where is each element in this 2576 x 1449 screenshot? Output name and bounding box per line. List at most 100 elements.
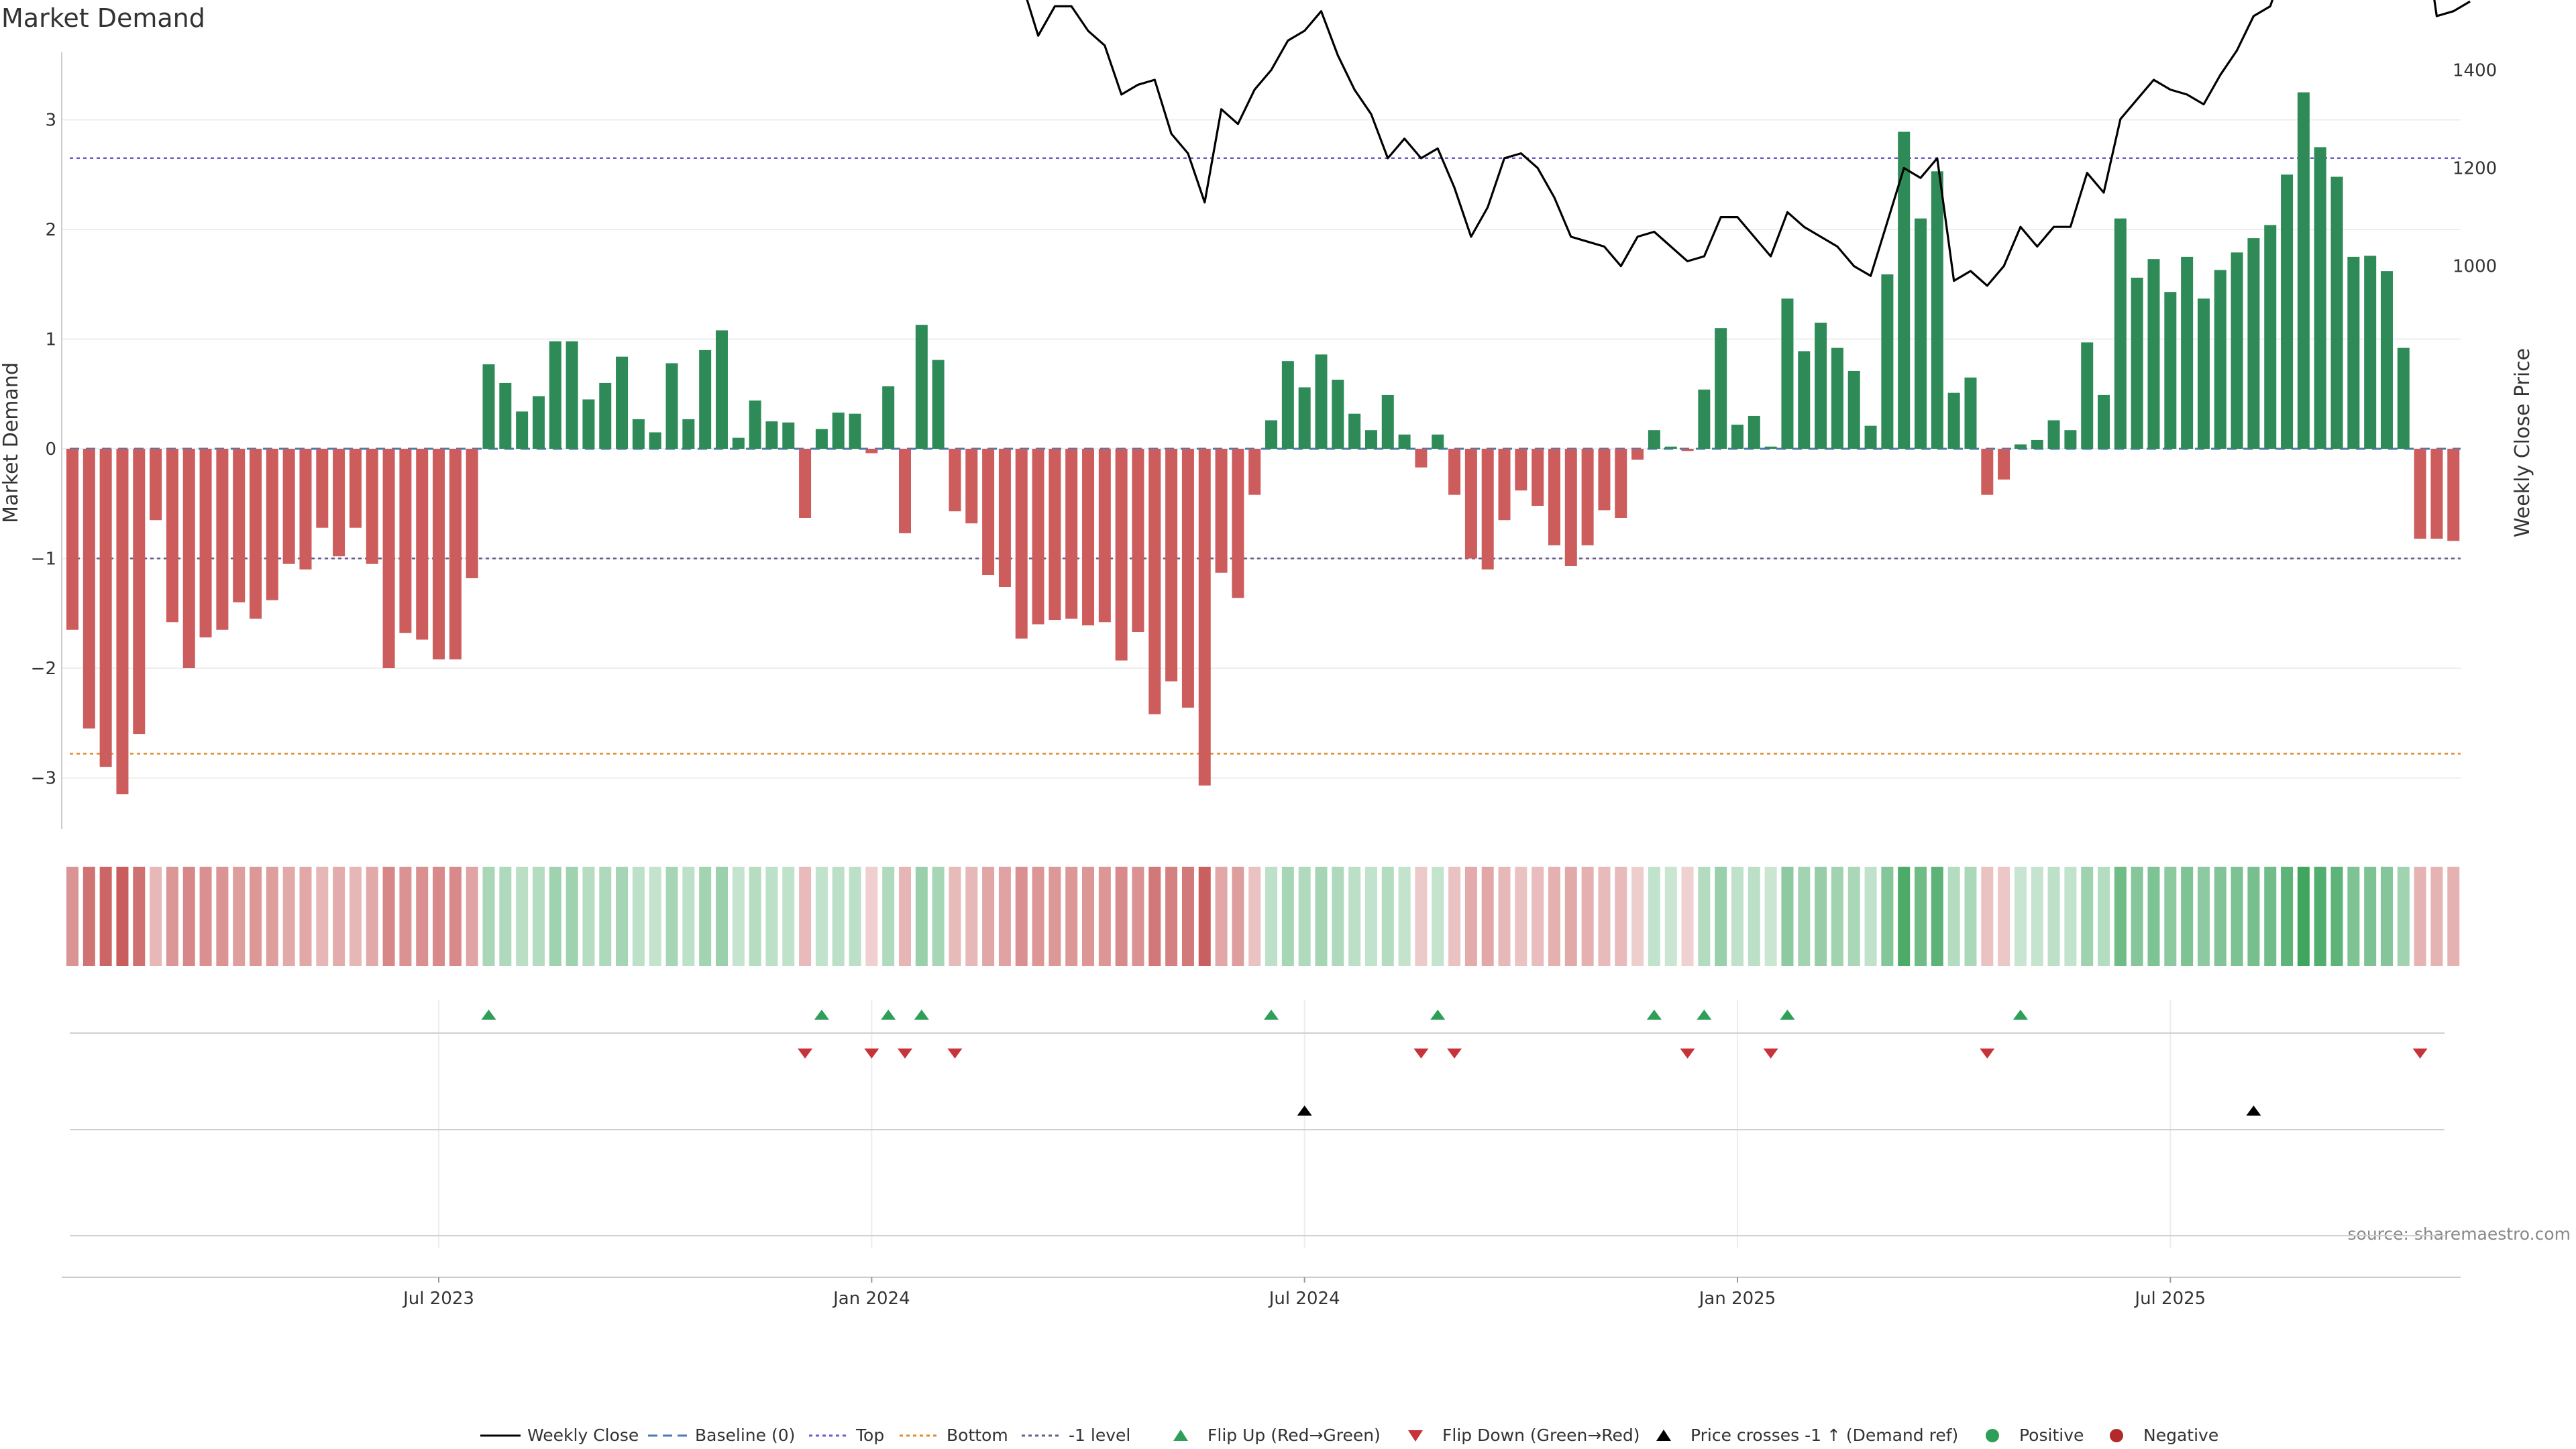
heat-cell — [1831, 867, 1843, 966]
heat-cell — [299, 867, 312, 966]
flip-down-marker — [1413, 1049, 1429, 1059]
y-tick-left-label: −1 — [31, 549, 56, 570]
y-tick-left-label: 2 — [45, 220, 56, 240]
demand-bar — [1715, 328, 1727, 449]
demand-bar — [1615, 449, 1627, 519]
x-tick-label: Jan 2025 — [1698, 1289, 1776, 1309]
x-tick-label: Jul 2025 — [2133, 1289, 2206, 1309]
demand-bar — [1898, 131, 1911, 449]
heat-cell — [1481, 867, 1494, 966]
heat-cell — [1381, 867, 1394, 966]
legend-swatch-triangle-down — [1408, 1430, 1423, 1442]
heat-cell — [2181, 867, 2194, 966]
demand-bar — [1481, 449, 1494, 570]
heat-cell — [732, 867, 745, 966]
demand-bar — [1964, 377, 1977, 449]
demand-bar — [1265, 420, 1278, 449]
demand-bar — [233, 449, 246, 602]
legend-label: Positive — [2019, 1426, 2084, 1445]
heat-cell — [1515, 867, 1527, 966]
heat-cell — [116, 867, 129, 966]
heat-cell — [1631, 867, 1644, 966]
heat-cell — [765, 867, 778, 966]
heat-cell — [782, 867, 795, 966]
heat-cell — [1764, 867, 1777, 966]
demand-bar — [266, 449, 278, 600]
demand-bar — [2031, 439, 2043, 449]
y-axis-right-label: Weekly Close Price — [2511, 348, 2534, 537]
heat-cell — [1931, 867, 1943, 966]
demand-bar — [1432, 434, 1444, 449]
heat-cell — [2380, 867, 2393, 966]
demand-bar — [2131, 277, 2143, 449]
heat-cell — [1548, 867, 1560, 966]
price-cross-marker — [2246, 1106, 2261, 1116]
heat-cell — [1065, 867, 1078, 966]
demand-bar — [1698, 389, 1711, 449]
heat-cell — [2197, 867, 2210, 966]
heat-cell — [1248, 867, 1261, 966]
demand-bar — [399, 449, 412, 633]
heat-cell — [2014, 867, 2027, 966]
heat-cell — [582, 867, 595, 966]
demand-bar — [982, 449, 995, 576]
heat-cell — [2147, 867, 2160, 966]
x-tick-label: Jul 2023 — [402, 1289, 474, 1309]
y-tick-left-label: 3 — [45, 111, 56, 131]
heat-cell — [1332, 867, 1344, 966]
demand-bar — [1998, 449, 2010, 480]
demand-bar — [1065, 449, 1078, 619]
demand-bar — [849, 413, 861, 449]
legend-swatch-dot — [1986, 1429, 1999, 1442]
flip-up-marker — [814, 1010, 829, 1020]
legend-label: Weekly Close — [527, 1426, 639, 1445]
demand-bar — [882, 386, 895, 449]
demand-bar — [682, 419, 695, 449]
demand-bar — [1981, 449, 1994, 495]
flip-down-marker — [1447, 1049, 1462, 1059]
demand-bar — [333, 449, 345, 557]
demand-bar — [250, 449, 262, 619]
heat-cell — [1098, 867, 1111, 966]
demand-bar — [1148, 449, 1161, 714]
demand-bar — [482, 364, 495, 449]
heat-cell — [1198, 867, 1211, 966]
demand-bar — [649, 432, 661, 449]
heat-cell — [199, 867, 212, 966]
heat-cell — [1664, 867, 1677, 966]
flip-down-marker — [1763, 1049, 1778, 1059]
heat-cell — [216, 867, 229, 966]
demand-bar — [1798, 351, 1811, 449]
demand-bar — [582, 399, 595, 449]
demand-bar — [1631, 449, 1644, 460]
heat-cell — [482, 867, 495, 966]
heat-cell — [99, 867, 112, 966]
legend-label: Top — [855, 1426, 884, 1445]
heat-cell — [1598, 867, 1611, 966]
demand-bar — [1248, 449, 1261, 495]
heat-cell — [282, 867, 295, 966]
heat-cell — [2081, 867, 2094, 966]
flip-down-marker — [1680, 1049, 1695, 1059]
demand-bar — [1381, 394, 1394, 449]
heat-cell — [1032, 867, 1044, 966]
demand-bar — [1032, 449, 1044, 625]
demand-bar — [2281, 174, 2294, 449]
flip-markers-panel — [70, 1010, 2445, 1059]
heat-cell — [1181, 867, 1194, 966]
demand-bar — [2314, 147, 2326, 449]
heat-cell — [1681, 867, 1694, 966]
demand-bar — [150, 449, 162, 521]
demand-bar — [2330, 176, 2343, 449]
demand-bar — [599, 382, 612, 449]
demand-bar — [2081, 342, 2094, 449]
demand-bar — [1281, 361, 1294, 449]
demand-bar — [815, 429, 828, 449]
demand-bar — [1548, 449, 1560, 545]
demand-bar — [416, 449, 429, 640]
demand-bar — [532, 396, 545, 449]
heat-cell — [1232, 867, 1244, 966]
demand-bar — [2264, 225, 2277, 449]
demand-bar — [1015, 449, 1028, 639]
price-cross-marker — [1297, 1106, 1312, 1116]
